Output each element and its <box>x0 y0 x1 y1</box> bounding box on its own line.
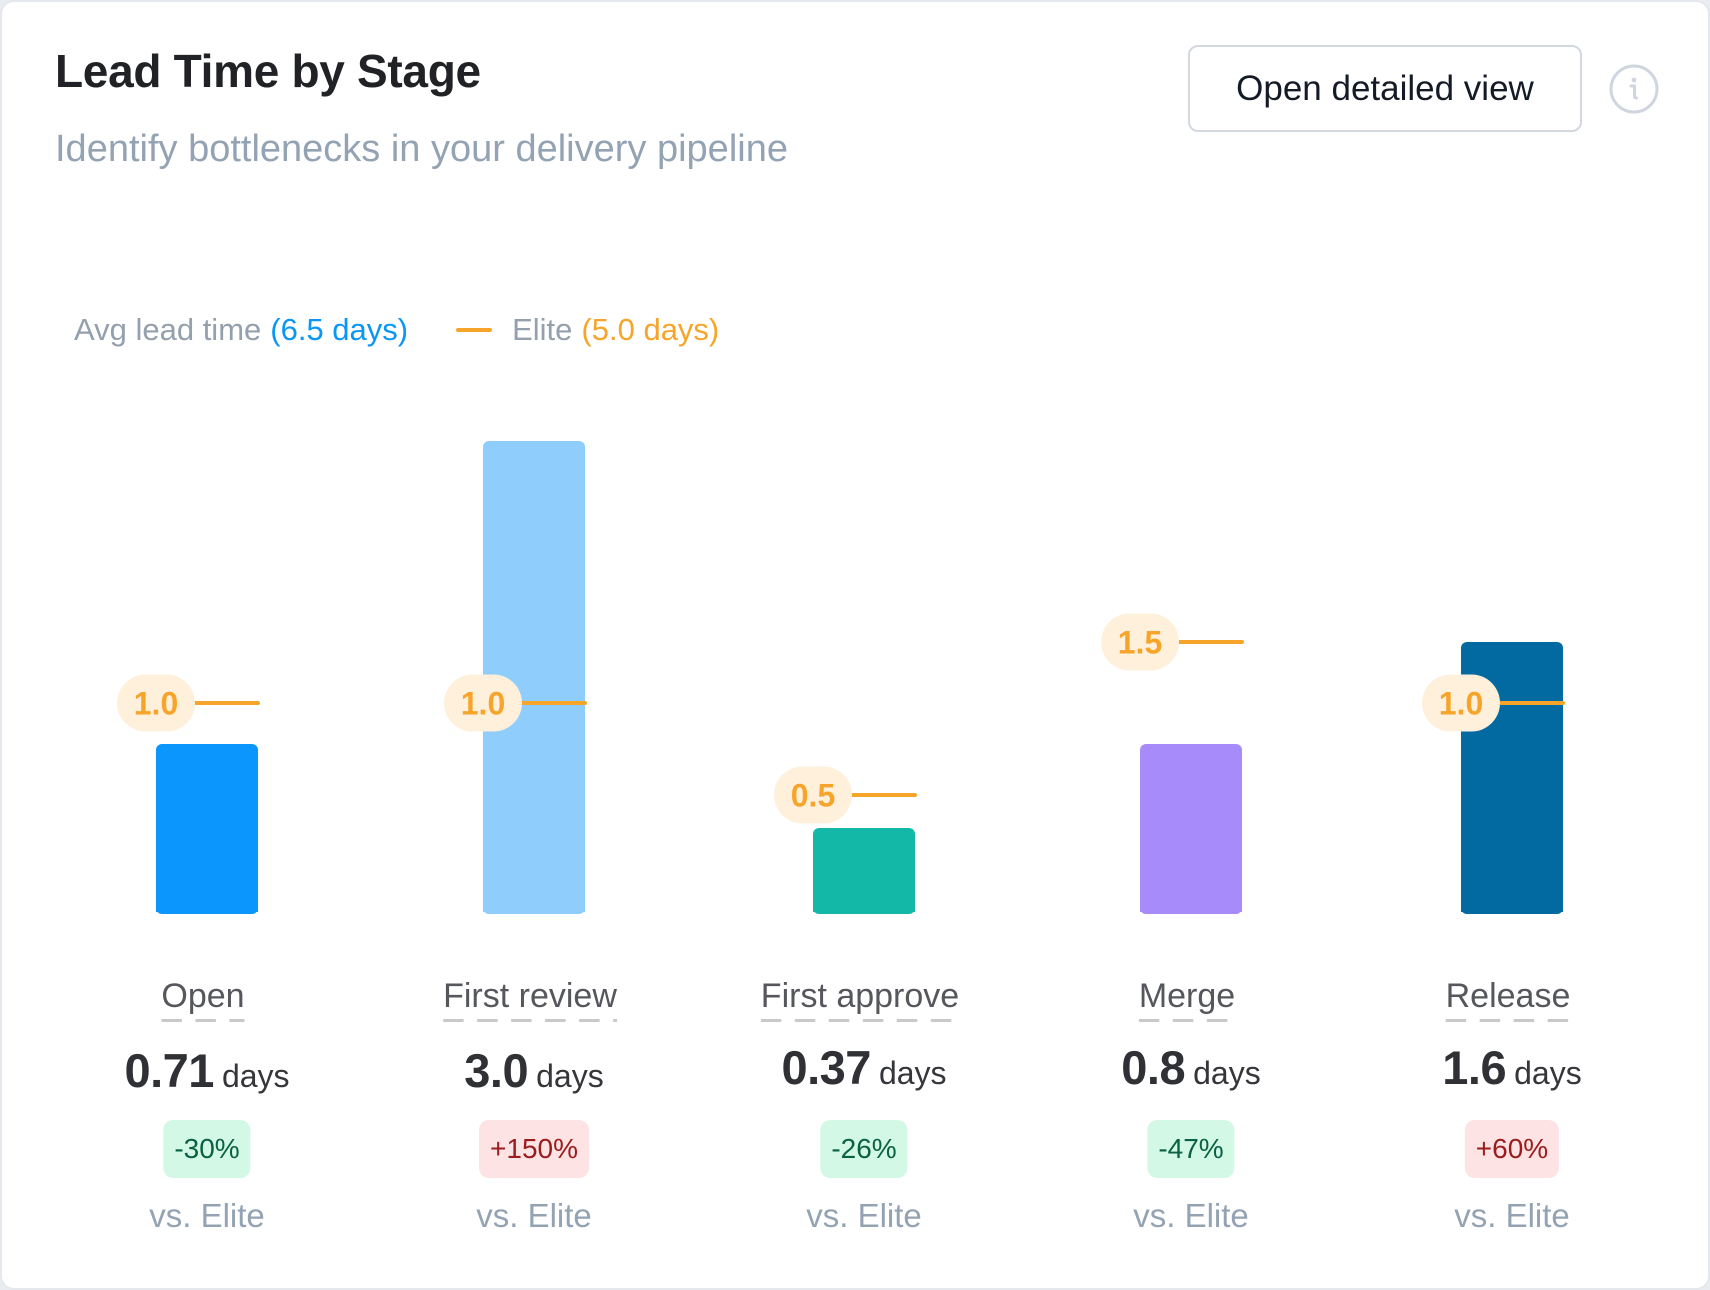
stage-label[interactable]: Open <box>161 976 245 1022</box>
stage-value: 0.37 days <box>781 1043 946 1105</box>
stage-value-number: 0.71 <box>124 1044 214 1097</box>
delta-badge: -30% <box>163 1120 251 1178</box>
delta-badge: +60% <box>1464 1120 1560 1178</box>
stage-value-unit: days <box>1193 1055 1261 1091</box>
legend-elite-label: Elite <box>512 312 573 347</box>
card-subtitle: Identify bottlenecks in your delivery pi… <box>55 128 788 170</box>
chart-legend: Avg lead time (6.5 days) Elite (5.0 days… <box>74 312 719 348</box>
delta-badge: -26% <box>820 1120 908 1178</box>
delta-badge: -47% <box>1147 1120 1235 1178</box>
stage-value: 1.6 days <box>1442 1043 1581 1105</box>
open-detailed-view-button[interactable]: Open detailed view <box>1188 45 1582 132</box>
vs-elite-label: vs. Elite <box>1454 1197 1570 1234</box>
legend-avg-value: (6.5 days) <box>270 312 409 347</box>
legend-elite-value: (5.0 days) <box>581 312 720 347</box>
stage-value-unit: days <box>878 1055 947 1091</box>
legend-avg-label: Avg lead time <box>74 312 262 347</box>
stage-value: 0.8 days <box>1121 1043 1260 1105</box>
stage-label[interactable]: Release <box>1445 976 1571 1022</box>
vs-elite-label: vs. Elite <box>149 1197 265 1234</box>
stage-value-number: 0.37 <box>781 1041 871 1094</box>
stage-label[interactable]: First approve <box>760 976 960 1022</box>
card-title: Lead Time by Stage <box>55 45 481 97</box>
delta-badge: +150% <box>479 1120 589 1178</box>
stage-value-number: 1.6 <box>1442 1041 1507 1094</box>
stage-value-unit: days <box>221 1058 290 1094</box>
stage-value-number: 3.0 <box>464 1044 529 1097</box>
stage-value-number: 0.8 <box>1121 1041 1186 1094</box>
vs-elite-label: vs. Elite <box>806 1197 922 1234</box>
stage-value: 0.71 days <box>124 1046 289 1108</box>
stage-label[interactable]: First review <box>443 976 617 1022</box>
vs-elite-label: vs. Elite <box>1133 1197 1249 1234</box>
stage-value-unit: days <box>1514 1055 1582 1091</box>
legend-elite-line-icon <box>456 328 493 332</box>
stage-value-unit: days <box>536 1058 604 1094</box>
info-icon[interactable] <box>1608 63 1660 115</box>
stage-value: 3.0 days <box>464 1046 603 1108</box>
stage-label[interactable]: Merge <box>1138 976 1236 1022</box>
vs-elite-label: vs. Elite <box>476 1197 592 1234</box>
